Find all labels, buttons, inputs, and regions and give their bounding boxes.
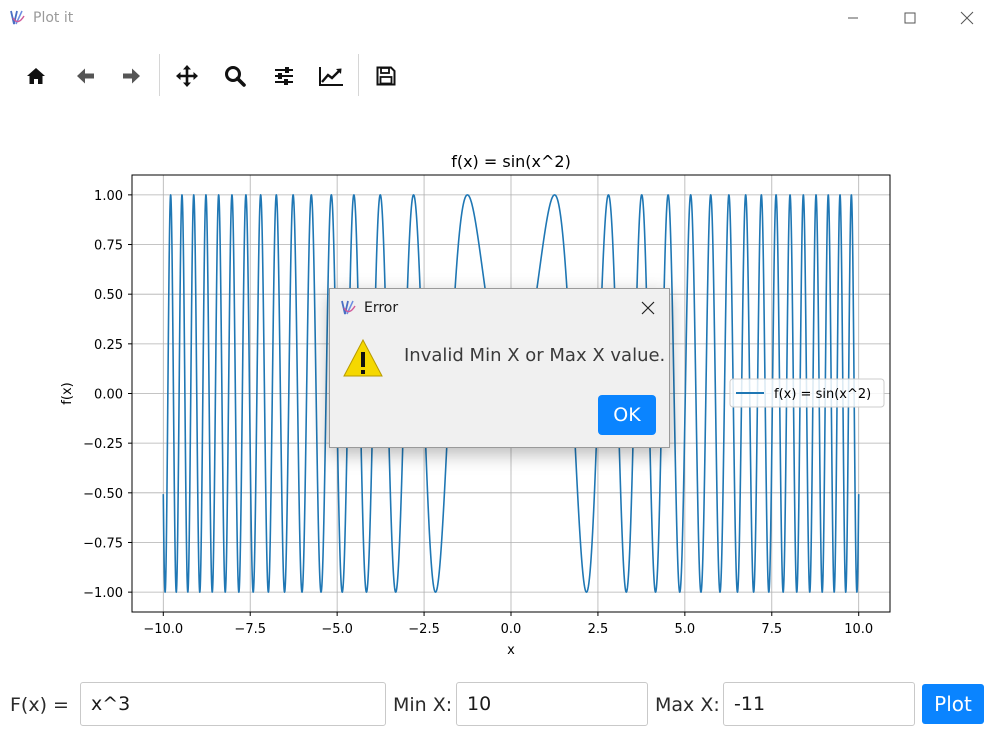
max-x-input[interactable] [723, 682, 915, 726]
dialog-close-button[interactable] [633, 293, 663, 323]
dialog-title: Error [364, 300, 399, 316]
x-axis-label: x [507, 643, 515, 658]
y-tick-label: 0.00 [94, 388, 123, 403]
y-tick-label: −0.75 [83, 536, 123, 551]
floppy-disk-icon [376, 66, 396, 86]
min-x-input[interactable] [456, 682, 648, 726]
fx-label: F(x) = [10, 694, 69, 716]
legend-box [729, 378, 885, 408]
x-tick-label: −5.0 [321, 622, 353, 637]
sliders-icon [275, 67, 293, 85]
plot-button[interactable]: Plot [922, 684, 984, 724]
x-tick-label: 2.5 [588, 622, 609, 637]
save-button[interactable] [370, 60, 402, 92]
minimize-icon [848, 17, 858, 19]
x-tick-label: −10.0 [143, 622, 183, 637]
ok-button[interactable]: OK [598, 395, 656, 435]
x-tick-label: 7.5 [761, 622, 782, 637]
warning-icon [342, 337, 384, 381]
app-logo-icon [340, 299, 358, 317]
title-bar[interactable]: Plot it [0, 0, 984, 36]
toolbar-separator [159, 54, 160, 96]
y-tick-label: −1.00 [83, 586, 123, 601]
pan-button[interactable] [171, 60, 203, 92]
minimize-button[interactable] [824, 0, 882, 36]
close-button[interactable] [938, 0, 984, 36]
zoom-button[interactable] [219, 60, 251, 92]
window-title: Plot it [33, 10, 74, 26]
y-tick-label: −0.25 [83, 437, 123, 452]
legend-label: f(x) = sin(x^2) [774, 387, 871, 402]
plot-canvas[interactable]: −10.0 −7.5 −5.0 −2.5 0.0 2.5 5.0 7.5 10.0 1.00 0.7… [0, 0, 984, 670]
error-dialog: Error Invalid Min X or Max X value. OK [329, 288, 670, 448]
close-icon [641, 301, 655, 315]
y-tick-label: 0.50 [94, 288, 123, 303]
home-icon [27, 68, 45, 84]
chart-title: f(x) = sin(x^2) [451, 152, 571, 171]
magnifier-icon [225, 66, 246, 87]
y-axis-label: f(x) [60, 382, 75, 404]
x-tick-label: 0.0 [501, 622, 522, 637]
min-x-label: Min X: [393, 694, 453, 716]
x-tick-label: −7.5 [234, 622, 266, 637]
app-logo-icon [9, 9, 27, 27]
forward-button[interactable] [116, 60, 148, 92]
customize-button[interactable] [315, 60, 347, 92]
max-x-label: Max X: [655, 694, 720, 716]
x-tick-label: 5.0 [675, 622, 696, 637]
line-chart-icon [319, 67, 343, 86]
x-tick-label: 10.0 [844, 622, 873, 637]
y-tick-label: 0.25 [94, 338, 123, 353]
arrow-left-icon [77, 68, 94, 84]
x-tick-label: −2.5 [408, 622, 440, 637]
dialog-message: Invalid Min X or Max X value. [404, 345, 666, 366]
navigation-toolbar [0, 50, 984, 102]
maximize-icon [904, 12, 916, 24]
fx-input[interactable] [80, 682, 386, 726]
y-tick-label: 1.00 [94, 189, 123, 204]
move-arrows-icon [176, 65, 198, 87]
y-tick-label: 0.75 [94, 239, 123, 254]
arrow-right-icon [123, 68, 140, 84]
subplots-button[interactable] [268, 60, 300, 92]
y-tick-label: −0.50 [83, 487, 123, 502]
home-button[interactable] [20, 60, 52, 92]
toolbar-separator [358, 54, 359, 96]
maximize-button[interactable] [881, 0, 939, 36]
back-button[interactable] [69, 60, 101, 92]
close-icon [960, 11, 974, 25]
